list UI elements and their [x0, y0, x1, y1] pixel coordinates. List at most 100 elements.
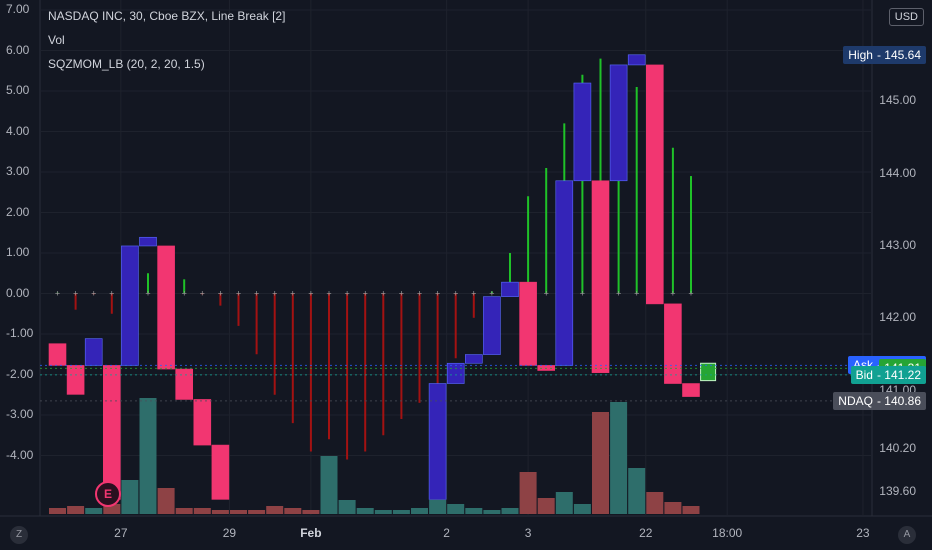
- squeeze-dot: +: [688, 289, 693, 299]
- price-tag-value: 140.86: [884, 393, 921, 408]
- price-tick-label: 143.00: [879, 237, 916, 252]
- line-break-brick: [483, 296, 501, 355]
- squeeze-dot: +: [236, 289, 241, 299]
- legend-sqzmom[interactable]: SQZMOM_LB (20, 2, 20, 1.5): [48, 57, 205, 71]
- line-break-brick: [48, 343, 67, 366]
- momentum-tick-label: 7.00: [6, 2, 30, 16]
- line-break-brick: [501, 281, 519, 297]
- volume-bar: [175, 508, 193, 514]
- volume-bar: [230, 510, 247, 514]
- price-tag-label: NDAQ: [838, 393, 873, 408]
- volume-bar: [628, 468, 646, 514]
- line-break-brick: [84, 338, 103, 366]
- price-tick-label: 145.00: [879, 93, 916, 108]
- squeeze-dot: +: [73, 289, 78, 299]
- volume-bar: [555, 492, 573, 514]
- price-tag-label: High: [848, 47, 873, 62]
- momentum-tick-label: 5.00: [6, 83, 30, 97]
- volume-bar: [85, 508, 103, 514]
- currency-button[interactable]: USD: [888, 8, 924, 26]
- squeeze-dot: +: [453, 289, 458, 299]
- line-break-brick: [446, 362, 465, 384]
- squeeze-dot: +: [634, 289, 639, 299]
- momentum-tick-label: -3.00: [6, 407, 34, 421]
- squeeze-dot: +: [344, 289, 349, 299]
- volume-bar: [592, 412, 609, 514]
- volume-bar: [49, 508, 66, 514]
- price-tag-separator: -: [876, 393, 885, 408]
- volume-bar: [519, 472, 537, 514]
- line-break-brick: [555, 180, 574, 366]
- squeeze-dot: +: [308, 289, 313, 299]
- time-tick-label: 29: [222, 526, 237, 540]
- line-break-brick: [609, 64, 628, 182]
- line-break-brick: [428, 383, 447, 500]
- time-tick-label: 2: [443, 526, 450, 540]
- axis-mode-left-button[interactable]: Z: [10, 526, 28, 544]
- volume-bar: [610, 402, 628, 514]
- line-break-brick: [139, 236, 157, 247]
- volume-bar: [103, 504, 121, 514]
- earnings-marker[interactable]: E: [95, 481, 121, 507]
- squeeze-dot: +: [670, 289, 675, 299]
- line-break-brick: [193, 399, 212, 446]
- squeeze-dot: +: [91, 289, 96, 299]
- squeeze-dot: +: [381, 289, 386, 299]
- time-tick-label: 3: [524, 526, 532, 540]
- price-tag-value: 141.22: [884, 367, 921, 382]
- squeeze-dot: +: [399, 289, 404, 299]
- squeeze-dot: +: [417, 289, 422, 299]
- time-tick-label: 22: [639, 526, 653, 540]
- squeeze-dot: +: [109, 289, 114, 299]
- squeeze-dot: +: [435, 289, 440, 299]
- squeeze-dot: +: [544, 289, 549, 299]
- volume-bar: [157, 488, 175, 514]
- momentum-tick-label: -4.00: [6, 447, 34, 462]
- squeeze-dot: +: [200, 289, 205, 299]
- line-break-brick: [664, 303, 682, 384]
- current-price-marker: [700, 362, 717, 382]
- volume-bar: [664, 502, 682, 514]
- squeeze-dot: +: [218, 289, 223, 299]
- time-tick-label: 18:00: [712, 526, 743, 540]
- line-break-brick: [645, 64, 664, 305]
- squeeze-dot: +: [290, 289, 295, 299]
- price-tag-bid[interactable]: Bid - 141.22: [850, 365, 926, 384]
- squeeze-dot: +: [254, 289, 259, 299]
- momentum-tick-label: -2.00: [6, 366, 34, 381]
- price-tick-label: 139.60: [879, 484, 916, 499]
- price-tag-value: 145.64: [884, 47, 921, 62]
- volume-bar: [501, 508, 519, 514]
- price-tag-label: Bid: [855, 367, 873, 382]
- price-tag-ndaq[interactable]: NDAQ - 140.86: [833, 391, 926, 410]
- volume-bar: [646, 492, 664, 514]
- squeeze-dot: +: [489, 289, 494, 299]
- squeeze-dot: +: [182, 289, 187, 299]
- legend-volume[interactable]: Vol: [48, 33, 65, 47]
- squeeze-dot: +: [272, 289, 277, 299]
- volume-bar: [573, 504, 591, 514]
- volume-bar: [483, 510, 501, 514]
- price-tag-separator: -: [876, 367, 885, 382]
- legend-symbol[interactable]: NASDAQ INC, 30, Cboe BZX, Line Break [2]: [48, 9, 286, 23]
- momentum-tick-label: 2.00: [6, 204, 30, 219]
- volume-bar: [139, 398, 157, 514]
- line-break-brick: [573, 82, 592, 182]
- axis-mode-right-button[interactable]: A: [898, 526, 916, 544]
- line-break-brick: [121, 245, 139, 366]
- line-break-brick: [175, 368, 193, 400]
- volume-bar: [67, 506, 85, 514]
- volume-bar: [374, 510, 392, 514]
- line-break-brick: [66, 365, 85, 395]
- squeeze-dot: +: [55, 289, 60, 299]
- volume-bar: [392, 510, 410, 514]
- line-break-brick: [591, 180, 610, 373]
- momentum-tick-label: 1.00: [6, 245, 30, 259]
- line-break-brick: [464, 354, 483, 364]
- volume-bar: [284, 508, 302, 514]
- volume-bar: [320, 456, 338, 514]
- volume-bar: [682, 506, 700, 514]
- price-tag-high[interactable]: High - 145.64: [843, 45, 926, 64]
- volume-bar: [302, 510, 320, 514]
